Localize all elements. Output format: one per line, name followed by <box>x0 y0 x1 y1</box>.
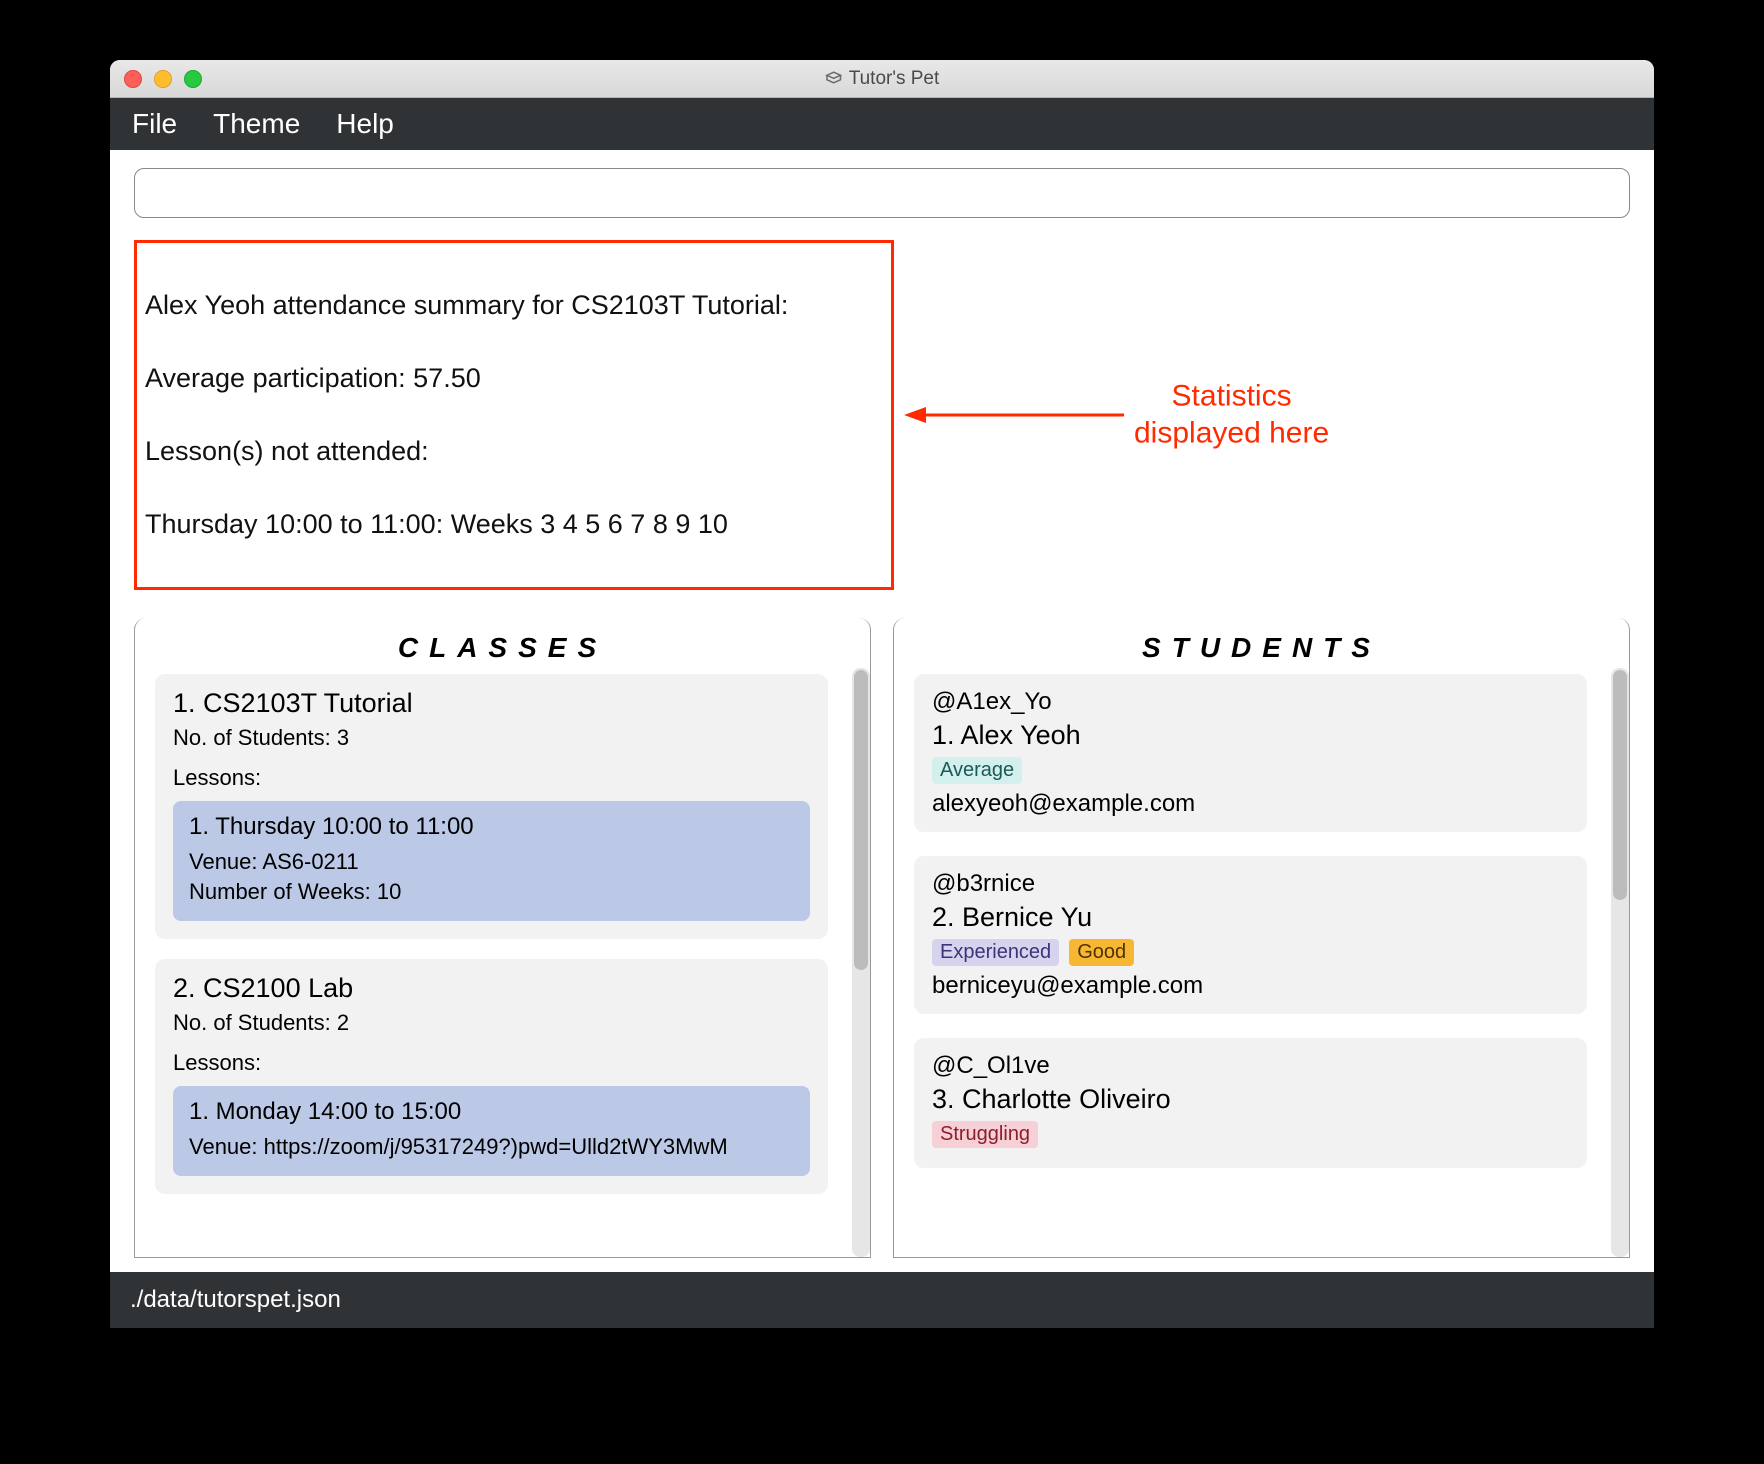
result-box: Alex Yeoh attendance summary for CS2103T… <box>134 240 894 590</box>
tag: Experienced <box>932 939 1059 966</box>
student-email: alexyeoh@example.com <box>932 790 1569 818</box>
result-row: Alex Yeoh attendance summary for CS2103T… <box>134 240 1630 590</box>
panels-row: CLASSES 1. CS2103T Tutorial No. of Stude… <box>134 618 1630 1272</box>
students-body: @A1ex_Yo 1. Alex Yeoh Average alexyeoh@e… <box>894 674 1611 1257</box>
lesson-venue: Venue: https://zoom/j/95317249?)pwd=Ulld… <box>189 1134 794 1160</box>
minimize-icon[interactable] <box>154 70 172 88</box>
class-student-count: No. of Students: 3 <box>173 725 810 751</box>
content-area: Alex Yeoh attendance summary for CS2103T… <box>110 150 1654 1272</box>
app-icon <box>825 70 843 88</box>
scrollbar-thumb[interactable] <box>1613 670 1627 900</box>
lessons-label: Lessons: <box>173 765 810 791</box>
annotation-arrow-icon <box>904 400 1134 430</box>
annotation-text: Statistics <box>1134 377 1329 415</box>
student-handle: @b3rnice <box>932 870 1569 898</box>
class-student-count: No. of Students: 2 <box>173 1010 810 1036</box>
lessons-label: Lessons: <box>173 1050 810 1076</box>
close-icon[interactable] <box>124 70 142 88</box>
menu-theme[interactable]: Theme <box>213 108 300 140</box>
statusbar: ./data/tutorspet.json <box>110 1272 1654 1328</box>
result-line: Thursday 10:00 to 11:00: Weeks 3 4 5 6 7… <box>145 506 877 542</box>
lesson-time: 1. Monday 14:00 to 15:00 <box>189 1098 794 1126</box>
lesson-venue: Venue: AS6-0211 <box>189 849 794 875</box>
students-panel: STUDENTS @A1ex_Yo 1. Alex Yeoh Average a… <box>893 618 1630 1258</box>
class-card[interactable]: 1. CS2103T Tutorial No. of Students: 3 L… <box>155 674 828 939</box>
student-card[interactable]: @b3rnice 2. Bernice Yu Experienced Good … <box>914 856 1587 1014</box>
scrollbar-track[interactable] <box>852 668 870 1257</box>
student-tags: Experienced Good <box>932 939 1569 966</box>
student-tags: Average <box>932 757 1569 784</box>
student-name: 1. Alex Yeoh <box>932 720 1569 751</box>
students-title: STUDENTS <box>894 618 1629 674</box>
lesson-time: 1. Thursday 10:00 to 11:00 <box>189 813 794 841</box>
traffic-lights <box>110 70 202 88</box>
titlebar: Tutor's Pet <box>110 60 1654 98</box>
zoom-icon[interactable] <box>184 70 202 88</box>
statusbar-path: ./data/tutorspet.json <box>130 1286 341 1313</box>
result-line: Average participation: 57.50 <box>145 360 877 396</box>
annotation-text: displayed here <box>1134 415 1329 453</box>
student-card[interactable]: @C_Ol1ve 3. Charlotte Oliveiro Strugglin… <box>914 1038 1587 1168</box>
scrollbar-track[interactable] <box>1611 668 1629 1257</box>
command-input[interactable] <box>134 168 1630 218</box>
window-title: Tutor's Pet <box>825 68 940 90</box>
student-email: berniceyu@example.com <box>932 972 1569 1000</box>
menu-help[interactable]: Help <box>336 108 394 140</box>
classes-body: 1. CS2103T Tutorial No. of Students: 3 L… <box>135 674 852 1257</box>
student-name: 3. Charlotte Oliveiro <box>932 1084 1569 1115</box>
annotation-label: Statistics displayed here <box>1134 377 1329 452</box>
student-handle: @C_Ol1ve <box>932 1052 1569 1080</box>
tag: Good <box>1069 939 1134 966</box>
menubar: File Theme Help <box>110 98 1654 150</box>
class-card[interactable]: 2. CS2100 Lab No. of Students: 2 Lessons… <box>155 959 828 1194</box>
lesson-card: 1. Thursday 10:00 to 11:00 Venue: AS6-02… <box>173 801 810 921</box>
menu-file[interactable]: File <box>132 108 177 140</box>
class-title: 2. CS2100 Lab <box>173 973 810 1004</box>
window-title-text: Tutor's Pet <box>849 68 940 90</box>
student-card[interactable]: @A1ex_Yo 1. Alex Yeoh Average alexyeoh@e… <box>914 674 1587 832</box>
classes-title: CLASSES <box>135 618 870 674</box>
student-handle: @A1ex_Yo <box>932 688 1569 716</box>
student-name: 2. Bernice Yu <box>932 902 1569 933</box>
app-window: Tutor's Pet File Theme Help Alex Yeoh at… <box>110 60 1654 1328</box>
lesson-weeks: Number of Weeks: 10 <box>189 879 794 905</box>
student-tags: Struggling <box>932 1121 1569 1148</box>
result-line: Lesson(s) not attended: <box>145 433 877 469</box>
class-title: 1. CS2103T Tutorial <box>173 688 810 719</box>
classes-panel: CLASSES 1. CS2103T Tutorial No. of Stude… <box>134 618 871 1258</box>
result-line: Alex Yeoh attendance summary for CS2103T… <box>145 287 877 323</box>
lesson-card: 1. Monday 14:00 to 15:00 Venue: https://… <box>173 1086 810 1176</box>
tag: Struggling <box>932 1121 1038 1148</box>
scrollbar-thumb[interactable] <box>854 670 868 970</box>
tag: Average <box>932 757 1022 784</box>
